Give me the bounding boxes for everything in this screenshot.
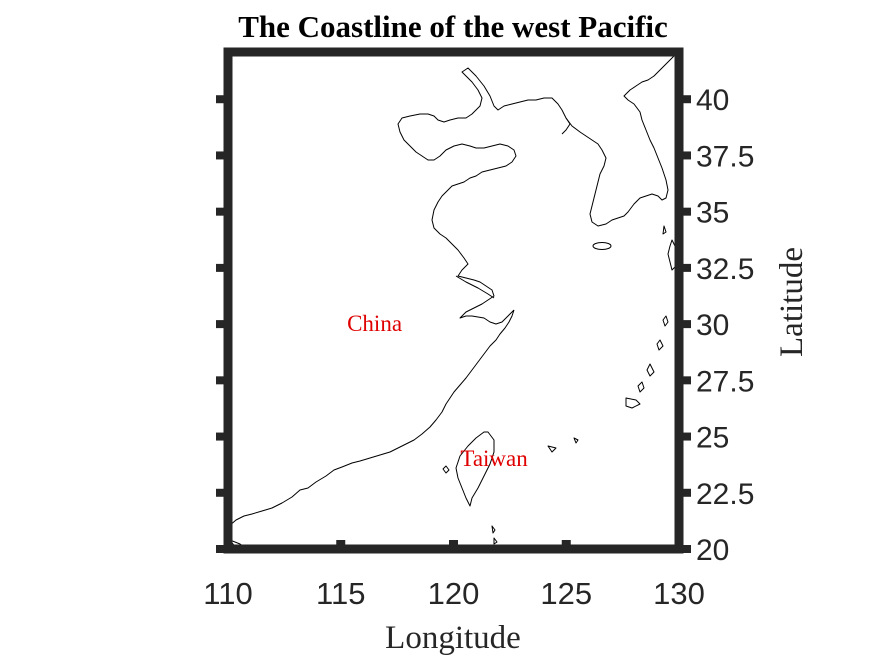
coastline-korea	[565, 53, 677, 227]
map-title: The Coastline of the west Pacific	[238, 9, 668, 44]
y-tick-label: 25	[696, 422, 729, 455]
coastline-islet-south-1	[491, 525, 496, 534]
x-tick-label: 115	[316, 576, 365, 611]
coastline-yangtze-estuary	[455, 275, 495, 299]
coastline-ryukyu-6	[573, 437, 579, 444]
coastline-ryukyu-3	[646, 363, 655, 377]
map-annotations: China Taiwan	[347, 311, 528, 471]
y-tick-label: 35	[696, 197, 729, 230]
x-tick-label: 125	[540, 576, 592, 611]
coastline-mainland-china	[227, 67, 571, 528]
coastline-group	[227, 53, 680, 549]
y-tick-label: 37.5	[696, 140, 754, 173]
x-axis-label: Longitude	[385, 620, 521, 656]
annotation-label: Taiwan	[460, 446, 528, 471]
y-tick-label: 27.5	[696, 365, 754, 398]
y-axis-label: Latitude	[774, 247, 810, 357]
x-tick-label: 110	[203, 576, 252, 611]
annotation-label: China	[347, 311, 402, 336]
plot-area	[228, 52, 679, 549]
y-tick-label: 20	[696, 534, 729, 567]
y-axis-ticks: 20 22.5 25 27.5 30 32.5 35 37.5 40	[216, 84, 754, 567]
coastline-japan-islet-1	[662, 225, 667, 235]
coastline-islet-south-2	[493, 537, 498, 545]
x-tick-label: 130	[653, 576, 705, 611]
y-tick-label: 40	[696, 84, 729, 117]
coastline-ryukyu-1	[662, 315, 669, 327]
y-tick-label: 30	[696, 309, 729, 342]
coastline-taiwan	[455, 431, 495, 507]
coastline-ryukyu-5	[625, 397, 641, 409]
coastline-penghu	[442, 465, 450, 474]
x-axis-ticks: 110 115 120 125 130	[203, 540, 705, 611]
coastline-ryukyu-2	[656, 339, 664, 351]
coastline-jeju	[592, 242, 612, 250]
coastline-ryukyu-4	[637, 381, 645, 393]
y-tick-label: 32.5	[696, 253, 754, 286]
y-tick-label: 22.5	[696, 478, 754, 511]
x-tick-label: 120	[428, 576, 480, 611]
coastline-ryukyu-7	[547, 445, 557, 453]
